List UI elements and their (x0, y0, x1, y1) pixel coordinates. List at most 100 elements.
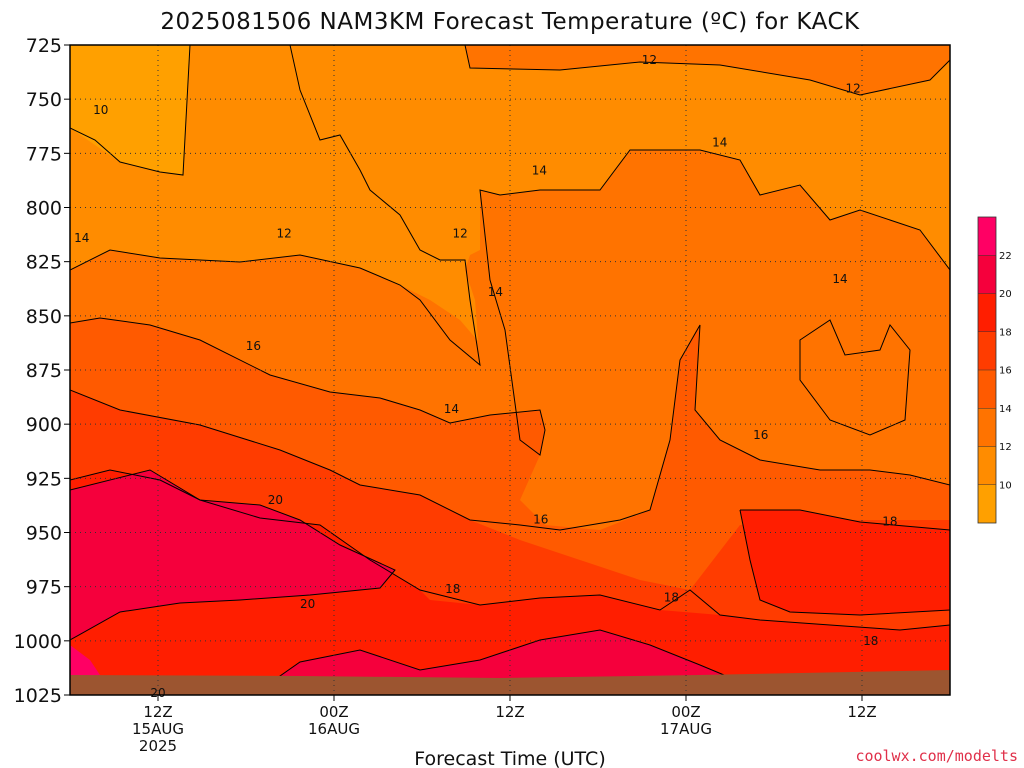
chart-title: 2025081506 NAM3KM Forecast Temperature (… (160, 9, 860, 35)
contour-label-group: 20 (150, 686, 165, 700)
contour-label-group: 18 (882, 515, 897, 529)
y-tick-label: 950 (26, 523, 62, 545)
x-tick-label: 12Z (847, 703, 876, 721)
contour-label-group: 12 (276, 227, 291, 241)
colorbar-label: 22 (999, 251, 1012, 262)
contour-label-group: 16 (533, 513, 548, 527)
contour-label: 10 (93, 103, 108, 117)
x-tick-label: 15AUG (132, 720, 184, 738)
x-tick-label: 12Z (495, 703, 524, 721)
contour-label-group: 16 (246, 339, 261, 353)
contour-label: 14 (488, 285, 503, 299)
isotherm-10 (70, 45, 191, 176)
y-tick-label: 975 (26, 577, 62, 599)
isotherm-14 (70, 149, 950, 456)
contour-label: 12 (276, 227, 291, 241)
colorbar-swatch (978, 484, 996, 523)
colorbar-swatch (978, 293, 996, 332)
colorbar-swatch (978, 217, 996, 256)
colorbar-swatch (978, 408, 996, 447)
isotherm-12-top (464, 45, 950, 96)
colorbar-label: 14 (999, 404, 1012, 415)
contour-label: 18 (445, 582, 460, 596)
contour-label: 20 (150, 686, 165, 700)
isotherm-16 (70, 324, 950, 531)
y-tick-label: 925 (26, 468, 62, 490)
isotherm-12-north (70, 45, 481, 367)
contour-label-group: 14 (444, 402, 459, 416)
contour-label: 20 (300, 597, 315, 611)
isotherm-20 (70, 469, 396, 641)
y-tick-label: 900 (26, 414, 62, 436)
isotherm-lines (70, 45, 950, 691)
contour-label-group: 18 (664, 591, 679, 605)
contour-label-group: 12 (642, 53, 657, 67)
y-tick-label: 1000 (14, 631, 62, 653)
colorbar-swatch (978, 331, 996, 370)
y-tick-label: 775 (26, 143, 62, 165)
colorbar-swatch (978, 370, 996, 409)
grid-lines (70, 45, 950, 695)
ground-surface (70, 670, 950, 695)
contour-label-group: 18 (863, 634, 878, 648)
contour-label-group: 14 (712, 136, 727, 150)
contour-label: 14 (74, 231, 89, 245)
y-tick-label: 1025 (14, 685, 62, 707)
x-tick-label: 16AUG (308, 720, 360, 738)
contour-label-group: 10 (93, 103, 108, 117)
y-axis: 725 750 775 800 825 850 875 900 925 950 975 1000 102… (14, 35, 70, 707)
contour-labels: 10 12 12 12 12 14 14 14 14 14 14 16 16 16 18 18 18 18 20 20… (74, 53, 897, 700)
contour-label: 12 (452, 227, 467, 241)
contour-label: 16 (753, 428, 768, 442)
contour-label-group: 12 (846, 81, 861, 95)
contour-label: 20 (268, 493, 283, 507)
contour-label-group: 14 (832, 272, 847, 286)
x-tick-label: 17AUG (660, 720, 712, 738)
colorbar: 10 12 14 16 18 20 22 (977, 216, 1012, 524)
contour-label-group: 14 (74, 231, 89, 245)
y-tick-label: 800 (26, 198, 62, 220)
contour-label: 18 (882, 515, 897, 529)
colorbar-swatch (978, 446, 996, 485)
contour-label: 14 (832, 272, 847, 286)
contour-label: 14 (712, 136, 727, 150)
band-20-22 (70, 470, 760, 695)
contour-label-group: 14 (532, 164, 547, 178)
y-tick-label: 750 (26, 89, 62, 111)
credit-text: coolwx.com/modelts (855, 747, 1018, 765)
colorbar-label: 10 (999, 480, 1012, 491)
x-tick-label: 2025 (139, 737, 177, 755)
colorbar-label: 16 (999, 366, 1012, 377)
contour-label-group: 12 (452, 227, 467, 241)
x-tick-label: 00Z (319, 703, 348, 721)
x-tick-label: 00Z (671, 703, 700, 721)
contour-label-group: 18 (445, 582, 460, 596)
y-tick-label: 725 (26, 35, 62, 57)
contour-label: 16 (533, 513, 548, 527)
isotherm-14-island (799, 319, 911, 436)
colorbar-label: 12 (999, 442, 1012, 453)
contour-label-group: 20 (268, 493, 283, 507)
contour-label: 12 (846, 81, 861, 95)
isotherm-18 (70, 469, 950, 631)
contour-label: 12 (642, 53, 657, 67)
colorbar-swatch (978, 255, 996, 294)
x-tick-label: 12Z (143, 703, 172, 721)
contour-label: 18 (664, 591, 679, 605)
contour-label-group: 20 (300, 597, 315, 611)
colorbar-label: 20 (999, 289, 1012, 300)
contour-label-group: 14 (488, 285, 503, 299)
contour-label: 16 (246, 339, 261, 353)
colorbar-label: 18 (999, 327, 1012, 338)
x-axis-label: Forecast Time (UTC) (414, 748, 605, 768)
y-tick-label: 825 (26, 252, 62, 274)
contour-label: 14 (532, 164, 547, 178)
contour-label: 14 (444, 402, 459, 416)
y-tick-label: 850 (26, 306, 62, 328)
contour-label-group: 16 (753, 428, 768, 442)
y-tick-label: 875 (26, 360, 62, 382)
isotherm-18-east (739, 509, 950, 616)
contour-label: 18 (863, 634, 878, 648)
